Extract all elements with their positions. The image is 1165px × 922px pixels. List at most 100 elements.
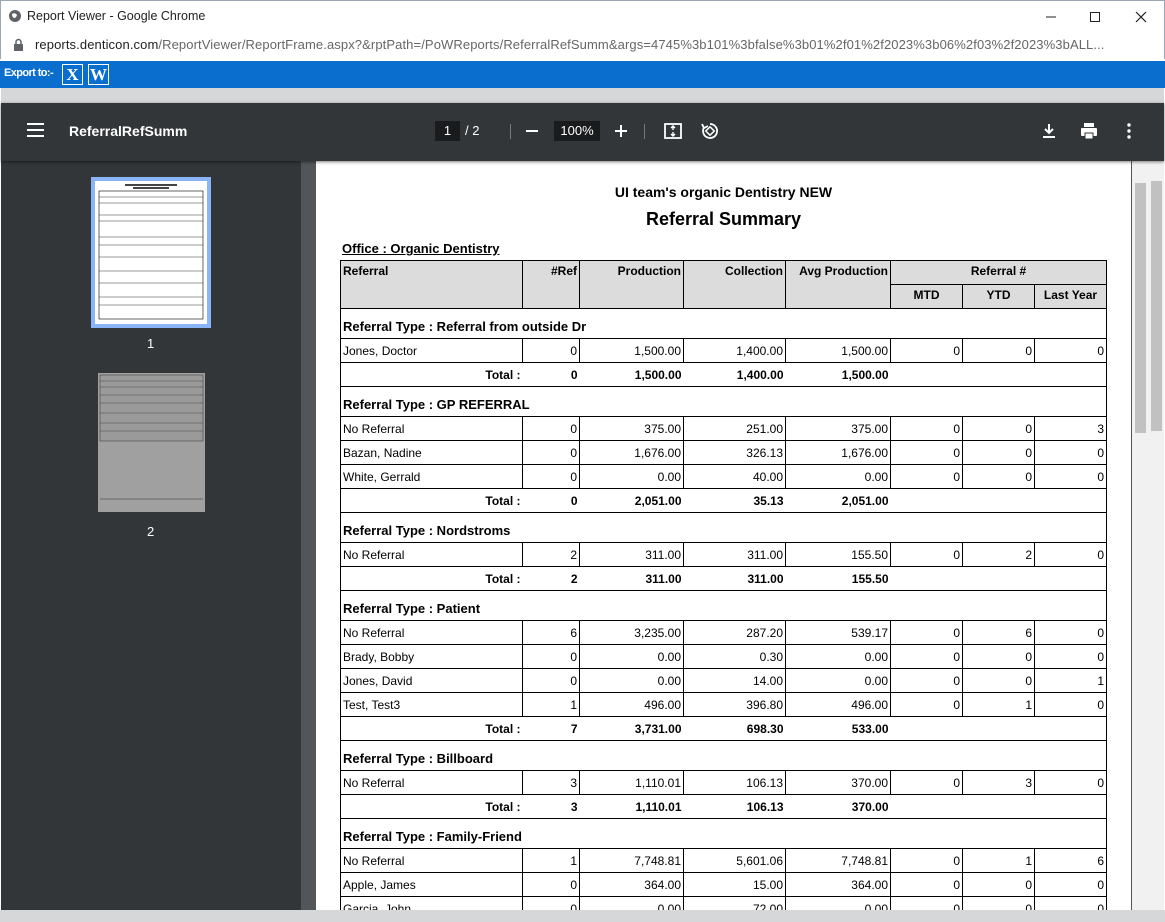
- export-excel-button[interactable]: X: [62, 64, 83, 85]
- outer-scrollbar[interactable]: [1149, 161, 1164, 922]
- total-spacer: [890, 566, 1107, 591]
- group-header-row: Referral Type : GP REFERRAL: [340, 386, 1107, 417]
- table-row: No Referral 2 311.00 311.00 155.50 0 2 0: [340, 542, 1107, 567]
- group-header-row: Referral Type : Family-Friend: [340, 818, 1107, 849]
- total-value: 7: [522, 716, 580, 741]
- window-title: Report Viewer - Google Chrome: [27, 9, 206, 23]
- report-title: Referral Summary: [645, 209, 802, 229]
- total-value: 1,500.00: [579, 362, 684, 387]
- group-type-label: Referral Type : Referral from outside Dr: [340, 308, 1107, 339]
- total-value: 370.00: [785, 794, 891, 819]
- col-header-ytd: YTD: [962, 284, 1035, 309]
- zoom-out-icon[interactable]: [521, 120, 543, 142]
- referral-name-cell: No Referral: [340, 416, 523, 441]
- toolbar-separator: [510, 124, 511, 139]
- thumbnail-preview: [98, 184, 204, 320]
- value-cell: 1,400.00: [683, 338, 786, 363]
- download-icon[interactable]: [1038, 120, 1060, 142]
- value-cell: 0: [890, 770, 963, 795]
- referral-name-cell: Bazan, Nadine: [340, 440, 523, 465]
- export-toolbar: Export to:- X W: [0, 61, 1165, 88]
- value-cell: 0: [522, 644, 580, 669]
- referral-name-cell: Brady, Bobby: [340, 644, 523, 669]
- value-cell: 3,235.00: [579, 620, 684, 645]
- value-cell: 287.20: [683, 620, 786, 645]
- table-row: Brady, Bobby 0 0.00 0.30 0.00 0 0 0: [340, 644, 1107, 669]
- window-bottom-edge: [0, 910, 1165, 922]
- pdf-toolbar: ReferralRefSumm 1 / 2 100%: [1, 103, 1164, 161]
- page-number-input[interactable]: 1: [435, 121, 460, 141]
- export-word-button[interactable]: W: [88, 64, 109, 85]
- table-row: White, Gerrald 0 0.00 40.00 0.00 0 0 0: [340, 464, 1107, 489]
- total-value: 3,731.00: [579, 716, 684, 741]
- rotate-icon[interactable]: [699, 120, 721, 142]
- value-cell: 0: [890, 416, 963, 441]
- thumbnail-sidebar: 1 2: [1, 161, 301, 922]
- lock-icon: [14, 38, 23, 51]
- thumbnail-preview: [99, 374, 204, 500]
- value-cell: 0: [1034, 872, 1107, 897]
- value-cell: 1,676.00: [579, 440, 684, 465]
- value-cell: 0: [890, 440, 963, 465]
- total-row: Total :0 1,500.00 1,400.00 1,500.00: [340, 362, 1107, 387]
- referral-name-cell: No Referral: [340, 770, 523, 795]
- total-value: 155.50: [785, 566, 891, 591]
- referral-name-cell: Apple, James: [340, 872, 523, 897]
- zoom-in-icon[interactable]: [610, 120, 632, 142]
- thumbnail-label-2: 2: [147, 524, 155, 539]
- page-scrollbar-thumb[interactable]: [1135, 183, 1146, 433]
- value-cell: 0: [522, 668, 580, 693]
- value-cell: 2: [962, 542, 1035, 567]
- group-header-row: Referral Type : Patient: [340, 590, 1107, 621]
- total-label: Total :: [340, 566, 523, 591]
- url-host: reports.denticon.com: [35, 37, 159, 52]
- zoom-input[interactable]: 100%: [554, 121, 600, 141]
- minimize-button[interactable]: [1028, 1, 1074, 32]
- table-row: Jones, David 0 0.00 14.00 0.00 0 0 1: [340, 668, 1107, 693]
- close-icon: [1135, 11, 1147, 22]
- value-cell: 251.00: [683, 416, 786, 441]
- outer-scrollbar-thumb[interactable]: [1151, 181, 1162, 431]
- value-cell: 496.00: [785, 692, 891, 717]
- value-cell: 1,500.00: [785, 338, 891, 363]
- value-cell: 155.50: [785, 542, 891, 567]
- fit-page-icon[interactable]: [662, 120, 684, 142]
- maximize-icon: [1090, 11, 1100, 22]
- value-cell: 311.00: [683, 542, 786, 567]
- value-cell: 0: [1034, 464, 1107, 489]
- more-options-icon[interactable]: [1118, 120, 1140, 142]
- total-value: 2,051.00: [785, 488, 891, 513]
- referral-name-cell: Test, Test3: [340, 692, 523, 717]
- menu-button[interactable]: [27, 123, 44, 137]
- col-header-ref: #Ref: [522, 260, 580, 309]
- value-cell: 0.00: [579, 464, 684, 489]
- url-text: reports.denticon.com/ReportViewer/Report…: [35, 37, 1105, 52]
- value-cell: 7,748.81: [785, 848, 891, 873]
- maximize-button[interactable]: [1072, 1, 1118, 32]
- total-label: Total :: [340, 794, 523, 819]
- value-cell: 364.00: [785, 872, 891, 897]
- value-cell: 0: [522, 440, 580, 465]
- value-cell: 0: [1034, 440, 1107, 465]
- page-thumbnail-1[interactable]: [91, 177, 211, 328]
- value-cell: 1: [522, 848, 580, 873]
- col-header-referral-number: Referral #: [890, 260, 1107, 285]
- close-button[interactable]: [1118, 1, 1164, 32]
- referral-name-cell: No Referral: [340, 620, 523, 645]
- value-cell: 0: [890, 872, 963, 897]
- table-row: Bazan, Nadine 0 1,676.00 326.13 1,676.00 0 0 0: [340, 440, 1107, 465]
- col-header-collection: Collection: [683, 260, 786, 309]
- value-cell: 106.13: [683, 770, 786, 795]
- value-cell: 0: [1034, 338, 1107, 363]
- total-label: Total :: [340, 716, 523, 741]
- value-cell: 0.00: [785, 644, 891, 669]
- table-row: No Referral 3 1,110.01 106.13 370.00 0 3 0: [340, 770, 1107, 795]
- page-thumbnail-2[interactable]: [98, 373, 205, 512]
- value-cell: 1: [1034, 668, 1107, 693]
- value-cell: 1,110.01: [579, 770, 684, 795]
- total-value: 35.13: [683, 488, 786, 513]
- total-value: 1,500.00: [785, 362, 891, 387]
- value-cell: 375.00: [579, 416, 684, 441]
- print-icon[interactable]: [1078, 120, 1100, 142]
- address-bar[interactable]: reports.denticon.com/ReportViewer/Report…: [0, 31, 1165, 59]
